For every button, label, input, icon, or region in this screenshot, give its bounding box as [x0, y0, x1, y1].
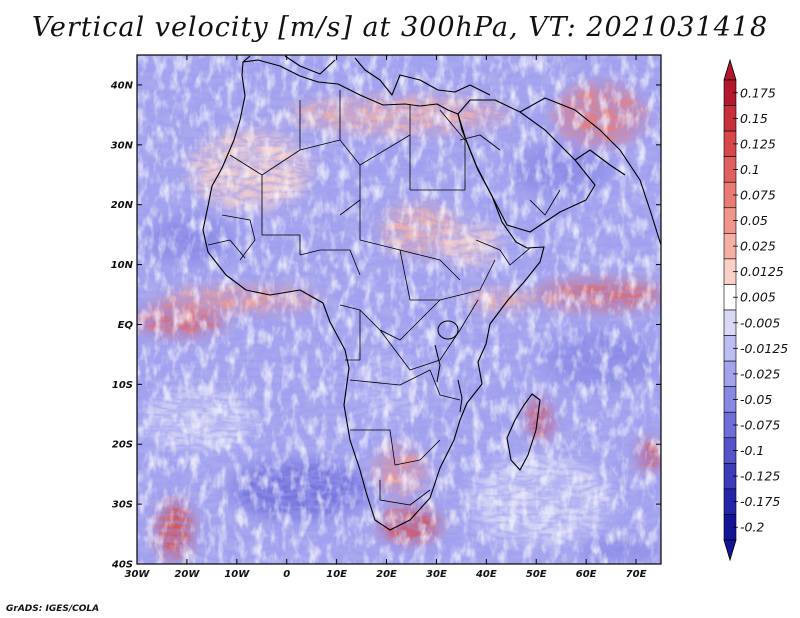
lon-tick-label: 10E: [326, 569, 347, 580]
colorbar-label: -0.005: [740, 315, 780, 330]
lat-tick-label: 20N: [111, 200, 134, 211]
lat-tick-label: 30N: [111, 140, 134, 151]
lon-tick-label: 20W: [174, 569, 200, 580]
colorbar-label: 0.175: [740, 85, 776, 100]
colorbar: 0.175 0.15 0.125 0.1 0.075 0.05 0.025 0.0125 0.0…: [724, 60, 788, 560]
colorbar-top-arrow: [724, 60, 736, 80]
lon-tick-label: 60E: [576, 569, 597, 580]
lat-tick-label: 20S: [112, 440, 133, 451]
lat-tick-label: 30S: [112, 500, 133, 511]
lon-tick-label: 20E: [376, 569, 397, 580]
colorbar-label: -0.05: [740, 392, 772, 407]
colorbar-label: -0.175: [740, 494, 780, 509]
colorbar-label: 0.1: [740, 162, 760, 177]
lon-tick-label: 40E: [475, 569, 497, 580]
lon-tick-label: 30E: [426, 569, 447, 580]
colorbar-label: 0.15: [740, 111, 768, 126]
colorbar-label: -0.1: [740, 443, 764, 458]
colorbar-label: -0.025: [740, 366, 780, 381]
colorbar-label: 0.0125: [740, 264, 784, 279]
colorbar-label: 0.05: [740, 213, 768, 228]
lon-tick-label: 70E: [626, 569, 647, 580]
lat-tick-label: 10S: [112, 380, 133, 391]
colorbar-label: 0.125: [740, 136, 776, 151]
colorbar-label: -0.0125: [740, 341, 788, 356]
colorbar-label: 0.005: [740, 290, 776, 305]
colorbar-label: 0.025: [740, 239, 776, 254]
lon-tick-label: 0: [283, 569, 290, 580]
velocity-field: [135, 55, 665, 564]
colorbar-bottom-arrow: [724, 540, 736, 560]
colorbar-label: -0.2: [740, 520, 764, 535]
lon-tick-label: 50E: [526, 569, 547, 580]
colorbar-label: -0.125: [740, 469, 780, 484]
lat-tick-label: 40N: [110, 80, 134, 91]
lat-tick-label: EQ: [118, 320, 134, 331]
colorbar-label: 0.075: [740, 188, 776, 203]
colorbar-label: -0.075: [740, 418, 780, 433]
lon-tick-label: 10W: [224, 569, 250, 580]
lon-tick-label: 30W: [125, 569, 151, 580]
credit-label: GrADS: IGES/COLA: [6, 604, 99, 614]
lat-tick-label: 10N: [111, 260, 134, 271]
